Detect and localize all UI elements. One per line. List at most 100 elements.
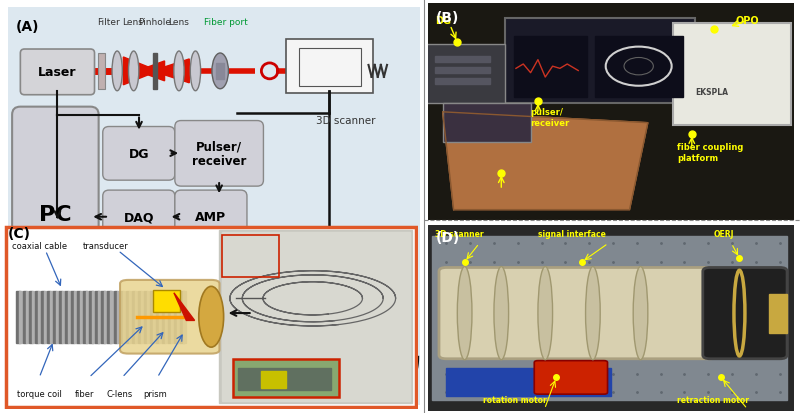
Ellipse shape (494, 267, 509, 360)
Bar (98, 54, 106, 90)
Text: fiber: fiber (75, 389, 94, 398)
FancyBboxPatch shape (20, 50, 94, 95)
Ellipse shape (633, 267, 648, 360)
Bar (769, 294, 787, 333)
Bar (129, 291, 131, 343)
FancyBboxPatch shape (12, 107, 98, 321)
Ellipse shape (538, 267, 553, 360)
Bar (219, 230, 412, 404)
FancyBboxPatch shape (233, 359, 339, 396)
Bar (174, 291, 178, 343)
Bar (83, 291, 86, 343)
Bar (432, 236, 787, 400)
Bar (59, 291, 62, 343)
Text: Pulser/
receiver: Pulser/ receiver (192, 140, 246, 168)
Bar (435, 57, 490, 63)
Bar (74, 291, 77, 343)
Text: torque coil: torque coil (17, 389, 62, 398)
FancyBboxPatch shape (88, 256, 237, 320)
Text: transducer: transducer (82, 242, 129, 251)
Bar (178, 291, 180, 343)
Text: pulser/
receiver: pulser/ receiver (530, 108, 570, 128)
Bar (114, 291, 117, 343)
Bar (105, 291, 107, 343)
Text: (A): (A) (16, 20, 40, 34)
Text: DAQ: DAQ (124, 211, 154, 224)
Ellipse shape (190, 52, 201, 92)
Bar (41, 291, 44, 343)
FancyBboxPatch shape (8, 8, 420, 405)
FancyBboxPatch shape (286, 40, 373, 93)
Text: fiber coupling
platform: fiber coupling platform (677, 143, 743, 162)
Bar (80, 291, 83, 343)
Bar (159, 291, 162, 343)
Text: Laser: Laser (38, 66, 77, 79)
Text: Lens: Lens (122, 18, 143, 27)
Bar (119, 291, 123, 343)
Text: OPO: OPO (736, 16, 759, 26)
FancyBboxPatch shape (439, 268, 718, 359)
Bar (261, 371, 286, 388)
Bar (17, 291, 20, 343)
Bar (29, 291, 32, 343)
Bar (34, 291, 38, 343)
Bar (56, 291, 58, 343)
Bar (92, 291, 95, 343)
Ellipse shape (212, 54, 229, 90)
Bar (77, 291, 81, 343)
Bar (156, 291, 159, 343)
Bar (238, 368, 331, 391)
FancyBboxPatch shape (505, 19, 695, 104)
Text: C-lens: C-lens (107, 389, 133, 398)
Text: EKSPLA: EKSPLA (695, 88, 729, 97)
Bar (62, 291, 65, 343)
Bar (594, 37, 682, 97)
FancyBboxPatch shape (102, 127, 175, 181)
Bar (168, 291, 171, 343)
Bar (44, 291, 46, 343)
Bar (132, 291, 135, 343)
Text: PC: PC (39, 204, 72, 224)
Bar (514, 37, 587, 97)
Bar (122, 291, 126, 343)
Bar (141, 291, 143, 343)
Ellipse shape (129, 52, 139, 92)
Bar (150, 291, 154, 343)
Bar (95, 291, 98, 343)
Text: Motor Driver: Motor Driver (118, 281, 207, 294)
Text: DG: DG (435, 16, 451, 26)
Text: Fiber port: Fiber port (205, 18, 248, 27)
Bar (446, 368, 611, 396)
Text: retraction motor: retraction motor (677, 395, 749, 404)
Bar (126, 291, 129, 343)
Bar (216, 64, 224, 80)
Bar (53, 291, 56, 343)
Polygon shape (148, 62, 165, 82)
Text: Pinhole: Pinhole (138, 18, 171, 27)
Polygon shape (174, 293, 194, 320)
Bar (222, 233, 410, 401)
Bar (154, 54, 157, 90)
Bar (134, 291, 138, 343)
Text: signal interface: signal interface (538, 230, 606, 239)
Text: prism: prism (143, 389, 167, 398)
Bar (68, 291, 70, 343)
Bar (71, 291, 74, 343)
Bar (435, 79, 490, 84)
Bar (86, 291, 89, 343)
Bar (107, 291, 110, 343)
FancyBboxPatch shape (299, 49, 362, 87)
Bar (165, 291, 168, 343)
Text: coaxial cable: coaxial cable (12, 242, 66, 251)
Bar (435, 68, 490, 74)
FancyBboxPatch shape (424, 45, 505, 104)
Bar (147, 291, 150, 343)
Bar (32, 291, 34, 343)
Bar (50, 291, 53, 343)
Bar (19, 291, 22, 343)
FancyBboxPatch shape (120, 280, 219, 354)
Text: DG: DG (129, 147, 150, 160)
Bar (171, 291, 174, 343)
FancyBboxPatch shape (674, 24, 790, 126)
Ellipse shape (112, 52, 122, 92)
